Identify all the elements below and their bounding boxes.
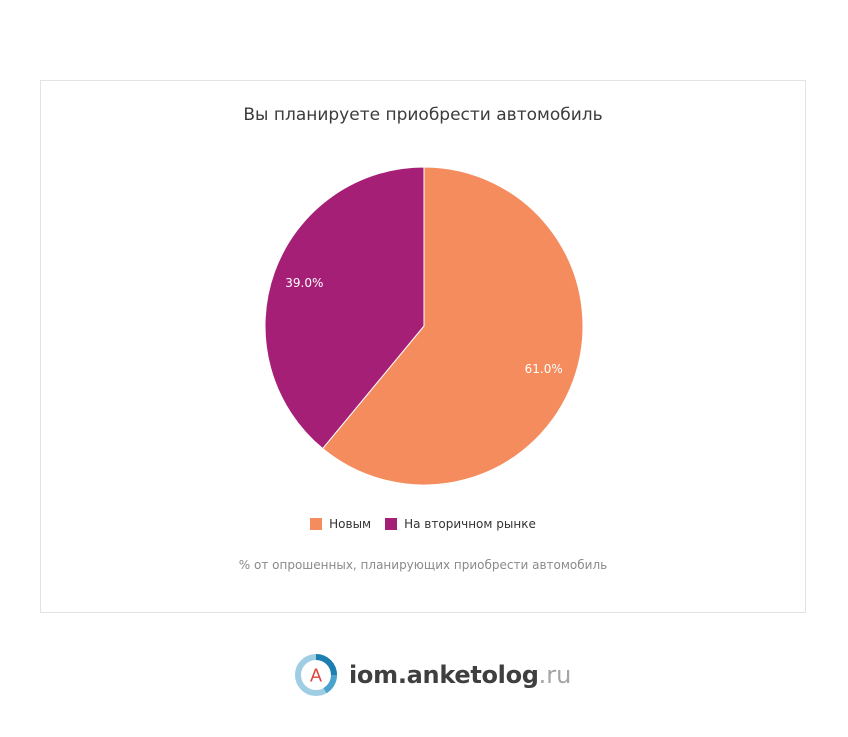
- brand-logo[interactable]: A iom.anketolog.ru: [293, 653, 571, 697]
- legend-label-secondary-market: На вторичном рынке: [404, 517, 536, 531]
- legend-swatch-secondary-market: [385, 518, 398, 530]
- legend-label-new: Новым: [329, 517, 372, 531]
- pie-slice-secondary-market[interactable]: [264, 166, 425, 450]
- pie-chart: 61.0% 39.0%: [264, 166, 584, 486]
- pie-slice-new[interactable]: [321, 166, 584, 486]
- anketolog-logo-icon: A: [295, 654, 338, 696]
- logo-letter: A: [310, 666, 322, 686]
- data-label-secondary-market: 39.0%: [285, 276, 323, 290]
- brand-tld: .ru: [538, 661, 572, 689]
- legend-item-new[interactable]: Новым: [310, 517, 371, 531]
- brand-name: iom.anketolog: [349, 661, 539, 689]
- data-label-new: 61.0%: [525, 362, 563, 376]
- chart-card: Вы планируете приобрести автомобиль 61.0…: [40, 80, 806, 613]
- chart-caption: % от опрошенных, планирующих приобрести …: [238, 558, 608, 572]
- legend-swatch-new: [310, 518, 323, 530]
- legend: Новым На вторичном рынке: [41, 517, 805, 531]
- chart-title: Вы планируете приобрести автомобиль: [243, 105, 603, 125]
- legend-item-secondary-market[interactable]: На вторичном рынке: [385, 517, 536, 531]
